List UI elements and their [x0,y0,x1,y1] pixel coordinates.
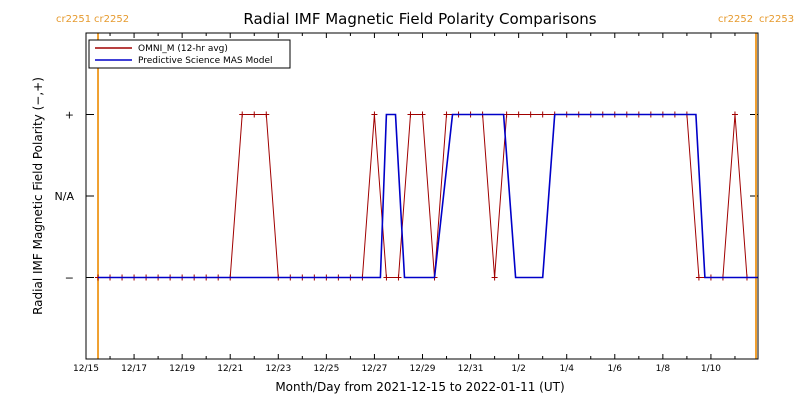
x-tick-label: 12/17 [121,364,147,374]
omni-data-point [239,111,246,118]
omni-data-point [515,111,522,118]
omni-data-point [383,274,390,281]
x-tick-label: 1/10 [701,364,721,374]
cr-left-label-a: cr2251 [56,14,91,25]
omni-series-line [98,114,748,278]
legend-label-omni: OMNI_M (12-hr avg) [138,44,228,54]
x-tick-label: 12/27 [361,364,387,374]
legend-label-model: Predictive Science MAS Model [138,56,273,66]
omni-data-point [491,274,498,281]
legend: OMNI_M (12-hr avg) Predictive Science MA… [88,39,291,69]
omni-data-point [371,111,378,118]
x-tick-label: 1/4 [559,364,574,374]
x-tick-label: 1/6 [608,364,623,374]
omni-data-point [251,111,258,118]
omni-data-point [695,274,702,281]
x-tick-label: 12/25 [313,364,339,374]
plot-frame [85,32,759,360]
x-axis-label: Month/Day from 2021-12-15 to 2022-01-11 … [275,380,564,394]
omni-data-point [395,274,402,281]
omni-data-point [263,111,270,118]
legend-box [88,39,291,69]
omni-data-point [503,111,510,118]
x-tick-label: 1/8 [656,364,671,374]
y-tick-label: N/A [55,190,75,203]
omni-data-point [419,111,426,118]
x-tick-label: 12/15 [73,364,99,374]
omni-data-point [539,111,546,118]
omni-data-point [443,111,450,118]
chart-title: Radial IMF Magnetic Field Polarity Compa… [243,10,596,28]
x-tick-label: 12/21 [217,364,243,374]
x-tick-label: 12/31 [458,364,484,374]
plot-area: 12/15 12/17 12/19 12/21 12/23 12/25 12/27 12/29… [55,33,758,374]
omni-data-point [407,111,414,118]
y-tick-label: + [65,109,74,122]
x-tick-label: 12/23 [265,364,291,374]
cr-right-label-a: cr2252 [718,14,753,25]
y-axis-label: Radial IMF Magnetic Field Polarity (−,+) [31,77,45,315]
cr-left-label-b: cr2252 [94,14,129,25]
omni-data-point [527,111,534,118]
cr-right-label-b: cr2253 [759,14,794,25]
model-series-line [98,113,758,279]
x-tick-label: 1/2 [511,364,525,374]
x-tick-label: 12/19 [169,364,195,374]
y-tick-label: − [65,272,74,285]
x-tick-label: 12/29 [410,364,436,374]
omni-data-point [731,111,738,118]
